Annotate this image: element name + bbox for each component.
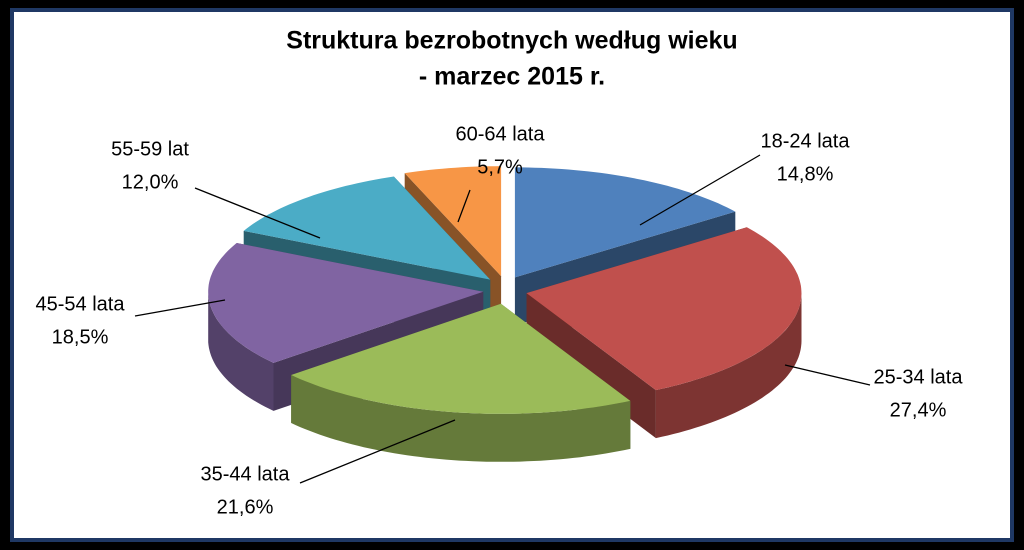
slice-value-label: 12,0% bbox=[122, 171, 179, 193]
chart-subtitle: - marzec 2015 r. bbox=[419, 63, 605, 91]
slice-top bbox=[243, 176, 491, 280]
slice-top bbox=[514, 167, 736, 278]
leader-line bbox=[784, 364, 871, 386]
slice-top bbox=[208, 243, 484, 363]
slice-value-label: 14,8% bbox=[777, 163, 834, 185]
slice-top bbox=[526, 227, 802, 391]
slice-value-label: 5,7% bbox=[477, 156, 523, 178]
slice-wall bbox=[655, 293, 802, 439]
slice-label: 55-59 lat bbox=[111, 138, 189, 160]
leader-line bbox=[639, 154, 761, 226]
leader-line bbox=[134, 299, 226, 317]
slice-wall bbox=[208, 291, 274, 411]
slice-label: 25-34 lata bbox=[874, 366, 964, 388]
slice-label: 35-44 lata bbox=[201, 463, 291, 485]
leader-line bbox=[457, 189, 471, 223]
slice-label: 45-54 lata bbox=[36, 293, 126, 315]
chart-title: Struktura bezrobotnych według wieku bbox=[286, 27, 737, 55]
slice-value-label: 27,4% bbox=[890, 399, 947, 421]
slice-wall bbox=[291, 375, 631, 462]
slice-top bbox=[291, 303, 631, 414]
slice-label: 18-24 lata bbox=[761, 130, 851, 152]
slice-label: 60-64 lata bbox=[456, 123, 546, 145]
leader-line bbox=[194, 187, 321, 239]
slice-top bbox=[404, 166, 502, 277]
leader-line bbox=[299, 419, 456, 484]
slice-value-label: 21,6% bbox=[217, 496, 274, 518]
slice-value-label: 18,5% bbox=[52, 326, 109, 348]
